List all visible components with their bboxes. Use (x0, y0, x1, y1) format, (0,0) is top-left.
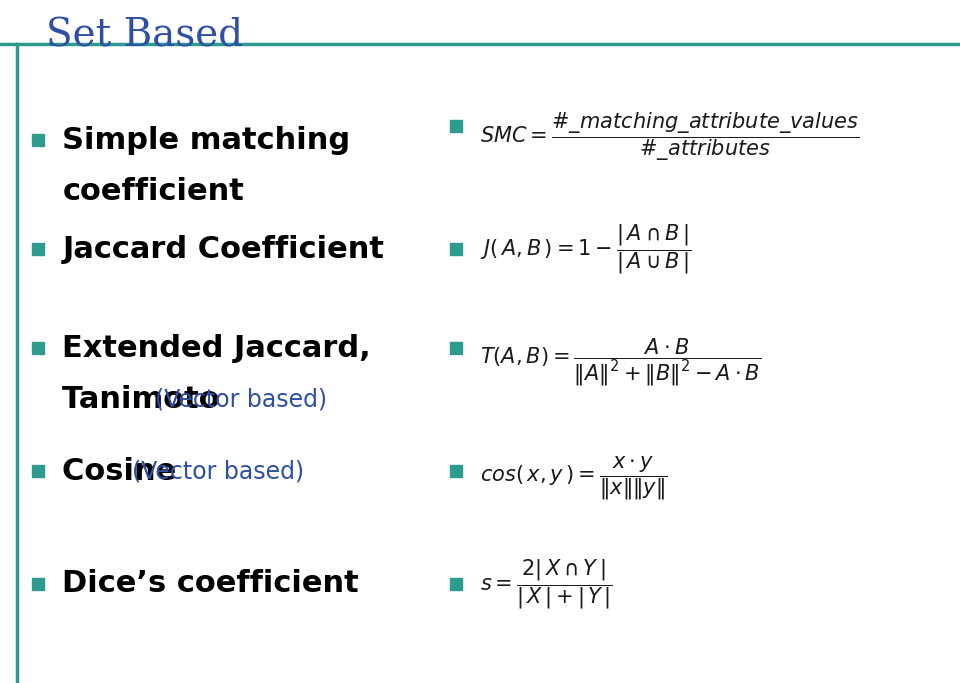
Text: Dice’s coefficient: Dice’s coefficient (62, 570, 359, 598)
Text: Cosine: Cosine (62, 457, 187, 486)
Text: Simple matching: Simple matching (62, 126, 350, 154)
Text: coefficient: coefficient (62, 177, 244, 206)
Text: $\mathit{SMC}=\dfrac{\#\_{matching\_attribute\_values}}{\#\_attributes}$: $\mathit{SMC}=\dfrac{\#\_{matching\_attr… (480, 111, 859, 163)
Text: Extended Jaccard,: Extended Jaccard, (62, 334, 372, 363)
Text: $T(A,B) = \dfrac{A \cdot B}{\|A\|^2 + \|B\|^2 - A \cdot B}$: $T(A,B) = \dfrac{A \cdot B}{\|A\|^2 + \|… (480, 337, 761, 387)
Text: Jaccard Coefficient: Jaccard Coefficient (62, 235, 384, 264)
Text: (Vector based): (Vector based) (132, 459, 303, 484)
Text: $cos(\,x,y\,) = \dfrac{x \cdot y}{\|x\|\|y\|}$: $cos(\,x,y\,) = \dfrac{x \cdot y}{\|x\|\… (480, 454, 668, 502)
Text: Tanimoto: Tanimoto (62, 385, 230, 414)
Text: $J(\,A, B\,) = 1 - \dfrac{|\,A \cap B\,|}{|\,A \cup B\,|}$: $J(\,A, B\,) = 1 - \dfrac{|\,A \cap B\,|… (480, 223, 691, 276)
Text: (Vector based): (Vector based) (155, 387, 326, 412)
Text: Set Based: Set Based (46, 17, 243, 54)
Text: $s = \dfrac{2|\,X \cap Y\,|}{|\,X\,|+|\,Y\,|}$: $s = \dfrac{2|\,X \cap Y\,|}{|\,X\,|+|\,… (480, 557, 612, 611)
